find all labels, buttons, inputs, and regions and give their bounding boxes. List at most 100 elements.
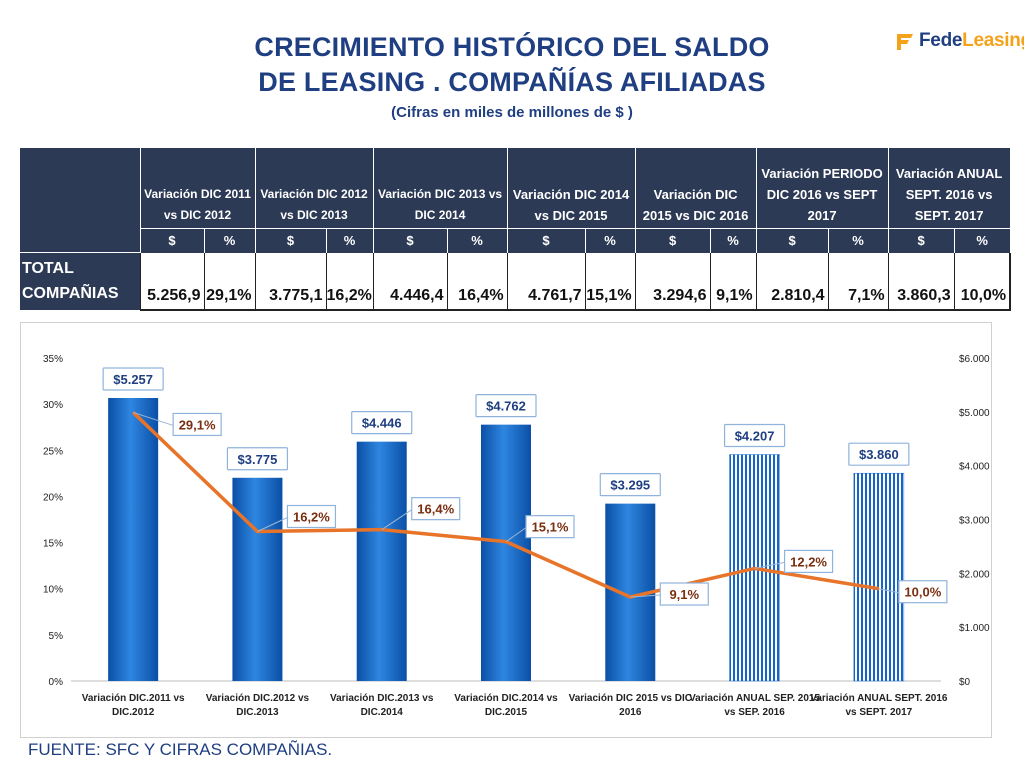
- value-money: 2.810,4: [755, 252, 829, 311]
- bar-value-label: $4.762: [486, 399, 526, 414]
- x-category-label: DIC.2012: [112, 707, 155, 718]
- y-right-tick-label: $2.000: [959, 569, 990, 580]
- bar-value-label: $4.446: [362, 416, 402, 431]
- line-value-label: 16,4%: [417, 502, 454, 517]
- value-money: 3.775,1: [254, 252, 327, 311]
- y-left-tick-label: 0%: [49, 677, 64, 688]
- line-value-label: 10,0%: [904, 585, 941, 600]
- bar-label-box: [226, 447, 289, 471]
- unit-money: $: [507, 227, 586, 253]
- chart-frame: 0% 5% 10% 15% 20% 25% 30% 35% $0 $1.000 $2.000 $3.0…: [20, 322, 992, 738]
- value-pct: 16,4%: [446, 252, 508, 311]
- line-label-leader: [132, 411, 174, 426]
- y-left-tick-label: 25%: [43, 446, 63, 457]
- fedeleasing-logo-icon: [897, 34, 913, 50]
- line-value-label: 12,2%: [790, 554, 827, 569]
- logo-text: FedeLeasing: [919, 30, 1024, 52]
- bar-value-label: $4.207: [735, 429, 775, 444]
- table-corner: [20, 228, 141, 253]
- value-money: 3.294,6: [634, 252, 711, 311]
- logo-text-fede: Fede: [919, 30, 963, 51]
- x-category-label: DIC.2014: [361, 707, 404, 718]
- y-left-tick-label: 15%: [43, 539, 63, 550]
- unit-pct: %: [828, 227, 889, 253]
- bar: [481, 424, 531, 681]
- row-label: TOTAL COMPAÑIAS: [20, 252, 140, 310]
- y-left-tick-label: 10%: [43, 585, 63, 596]
- x-category-label: vs SEPT. 2017: [845, 707, 912, 718]
- bar: [108, 397, 159, 681]
- table-row: TOTAL COMPAÑIAS 5.256,9 29,1% 3.775,1 16,…: [20, 252, 1012, 311]
- page-title-line-2: DE LEASING . COMPAÑÍAS AFILIADAS: [258, 67, 766, 97]
- unit-money: $: [373, 227, 448, 253]
- x-category-label: Variación ANUAL SEPT. 2016: [810, 693, 948, 704]
- unit-pct: %: [954, 227, 1011, 253]
- x-category-label: 2016: [619, 707, 642, 718]
- x-category-label: DIC.2015: [485, 707, 528, 718]
- logo-text-leasing: Leasing: [962, 30, 1024, 51]
- x-category-label: vs SEP. 2016: [724, 707, 785, 718]
- value-pct: 10,0%: [953, 252, 1012, 311]
- column-header: Variación DIC 2011 vs DIC 2012: [140, 148, 256, 228]
- bar-label-box: [102, 367, 164, 391]
- summary-table: Variación DIC 2011 vs DIC 2012 Variación…: [20, 148, 1012, 311]
- unit-pct: %: [585, 227, 636, 253]
- bar: [853, 472, 905, 682]
- bar-label-box: [723, 423, 786, 448]
- line-label-box: [898, 580, 948, 604]
- x-category-label: Variación DIC.2013 vs: [330, 693, 434, 704]
- unit-pct: %: [447, 227, 508, 253]
- line-label-box: [659, 582, 709, 606]
- x-category-label: Variación DIC.2014 vs: [454, 693, 558, 704]
- column-header: Variación DIC 2014 vs DIC 2015: [507, 148, 636, 228]
- y-left-tick-label: 20%: [43, 492, 63, 503]
- line-label-leader: [257, 517, 288, 532]
- value-pct: 9,1%: [709, 252, 757, 311]
- bar-label-box: [475, 394, 537, 418]
- line-label-leader: [630, 594, 661, 598]
- x-category-label: Variación DIC.2011 vs: [82, 693, 185, 704]
- y-right-tick-label: $0: [959, 677, 971, 688]
- value-pct: 15,1%: [584, 252, 636, 311]
- line-label-box: [411, 497, 461, 521]
- page-title-line-1: CRECIMIENTO HISTÓRICO DEL SALDO: [254, 32, 770, 62]
- bar-value-label: $3.775: [238, 452, 278, 467]
- line-label-box: [172, 412, 222, 437]
- table-unit-row: $ % $ % $ % $ % $ % $ % $ %: [20, 227, 1011, 253]
- line-label-box: [783, 549, 834, 574]
- line-value-label: 16,2%: [293, 509, 330, 524]
- line-value-label: 15,1%: [532, 520, 569, 535]
- bar-label-box: [599, 473, 661, 497]
- unit-money: $: [255, 227, 327, 253]
- title-block: CRECIMIENTO HISTÓRICO DEL SALDO DE LEASI…: [0, 30, 1024, 124]
- table-corner: [20, 148, 141, 228]
- y-right-tick-label: $1.000: [959, 623, 990, 634]
- column-header: Variación DIC 2012 vs DIC 2013: [255, 148, 374, 228]
- value-money: 4.761,7: [506, 252, 586, 311]
- unit-money: $: [888, 227, 955, 253]
- table-header-row: Variación DIC 2011 vs DIC 2012 Variación…: [20, 148, 1011, 228]
- unit-money: $: [756, 227, 829, 253]
- unit-pct: %: [710, 227, 757, 253]
- x-category-label: DIC.2013: [236, 707, 279, 718]
- y-right-tick-label: $3.000: [959, 516, 990, 527]
- fedeleasing-logo: FedeLeasing: [893, 28, 1024, 54]
- x-category-label: Variación DIC.2012 vs: [206, 693, 310, 704]
- combo-chart: 0% 5% 10% 15% 20% 25% 30% 35% $0 $1.000 $2.000 $3.0…: [43, 354, 990, 718]
- page-subtitle: (Cifras en miles de millones de $ ): [391, 104, 633, 121]
- line-label-leader: [878, 588, 899, 594]
- line-value-label: 29,1%: [179, 417, 216, 432]
- line-label-leader: [381, 509, 412, 531]
- bar-value-label: $3.295: [610, 478, 650, 493]
- unit-money: $: [635, 227, 711, 253]
- value-pct: 29,1%: [203, 252, 256, 311]
- bar: [356, 441, 407, 681]
- unit-pct: %: [326, 227, 374, 253]
- bar: [232, 477, 283, 681]
- column-header: Variación PERIODO DIC 2016 vs SEPT 2017: [756, 148, 889, 228]
- bar-value-label: $5.257: [113, 372, 153, 387]
- line-label-leader: [754, 561, 785, 569]
- line-value-label: 9,1%: [669, 587, 699, 602]
- unit-money: $: [140, 227, 205, 253]
- y-right-tick-label: $5.000: [959, 408, 990, 419]
